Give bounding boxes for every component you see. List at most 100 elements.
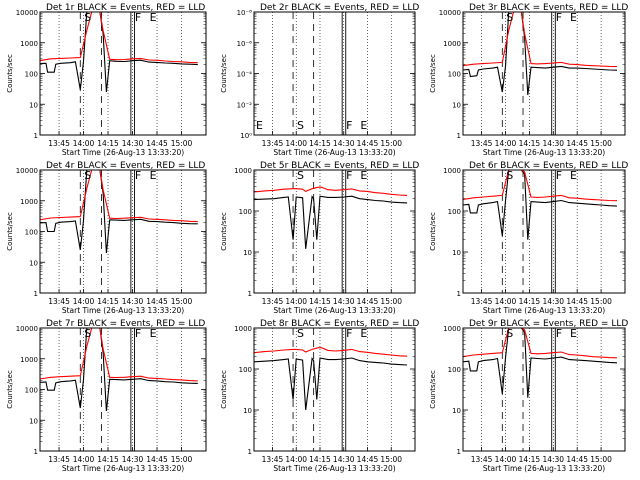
panel-det-1: Det 1r BLACK = Events, RED = LLD 1 10 100 10… (6, 3, 207, 157)
x-tick-label: 14:15 (519, 455, 541, 464)
x-tick-label: 14:00 (495, 297, 517, 306)
x-tick-label: 14:00 (285, 139, 307, 148)
y-tick-label: 1 (248, 448, 252, 456)
x-tick-label: 14:45 (566, 297, 588, 306)
series-lld-line (253, 186, 408, 196)
marker-label-f: F (556, 11, 562, 24)
x-tick-label: 14:45 (357, 139, 379, 148)
y-tick-label: 10 (452, 101, 461, 109)
marker-label-e: E (256, 119, 263, 132)
x-tick-label: 15:00 (171, 139, 193, 148)
x-tick-label: 15:00 (380, 139, 402, 148)
series-events-line (39, 11, 198, 93)
y-tick-label: 10⁰ (240, 132, 252, 140)
marker-label-s: S (84, 11, 91, 24)
panel-det-7: Det 7r BLACK = Events, RED = LLD 1 10 100 10… (6, 319, 207, 473)
y-tick-label: 100 (448, 366, 461, 374)
y-tick-label: 1000 (443, 40, 461, 48)
y-tick-label: 10⁻⁶ (237, 40, 253, 48)
marker-label-s: S (506, 327, 513, 340)
panel-title: Det 3r BLACK = Events, RED = LLD (469, 3, 628, 13)
y-tick-label: 100 (448, 208, 461, 216)
x-tick-label: 14:15 (97, 455, 119, 464)
x-tick-label: 13:45 (471, 139, 493, 148)
panel-title: Det 7r BLACK = Events, RED = LLD (46, 319, 205, 329)
x-tick-label: 14:30 (333, 139, 355, 148)
marker-label-e: E (150, 327, 157, 340)
axes-frame (253, 169, 416, 294)
y-tick-label: 100 (25, 229, 38, 237)
x-tick-label: 14:00 (495, 139, 517, 148)
x-tick-label: 15:00 (380, 455, 402, 464)
y-tick-label: 100 (239, 366, 252, 374)
marker-label-s: S (297, 119, 304, 132)
x-tick-label: 15:00 (590, 139, 612, 148)
panel-det-3: Det 3r BLACK = Events, RED = LLD 1 10 100 10… (429, 3, 628, 157)
panel-title: Det 6r BLACK = Events, RED = LLD (469, 161, 628, 171)
y-tick-label: 1000 (443, 167, 461, 175)
y-tick-label: 1000 (443, 325, 461, 333)
y-tick-label: 10 (243, 249, 252, 257)
x-tick-label: 15:00 (380, 297, 402, 306)
axes-frame (39, 327, 207, 452)
series-lld-line (462, 169, 618, 202)
x-tick-label: 14:30 (542, 139, 564, 148)
x-tick-label: 14:00 (73, 297, 95, 306)
x-tick-label: 14:45 (566, 139, 588, 148)
marker-label-s: S (297, 327, 304, 340)
series-lld-line (462, 11, 618, 68)
y-tick-label: 1 (457, 290, 461, 298)
x-tick-label: 14:30 (542, 297, 564, 306)
marker-label-s: S (84, 169, 91, 182)
x-axis-label: Start Time (26-Aug-13 13:33:20) (62, 306, 184, 315)
axes-frame (462, 11, 626, 136)
series-lld-line (462, 327, 618, 359)
y-axis-label: Counts/sec (220, 370, 228, 409)
panel-det-4: Det 4r BLACK = Events, RED = LLD 1 10 100 10… (6, 161, 207, 315)
x-tick-label: 13:45 (262, 297, 284, 306)
x-tick-label: 15:00 (590, 297, 612, 306)
y-tick-label: 10000 (16, 9, 38, 17)
y-tick-label: 100 (25, 387, 38, 395)
marker-label-f: F (135, 11, 141, 24)
x-tick-label: 13:45 (48, 139, 70, 148)
x-tick-label: 14:30 (542, 455, 564, 464)
panel-title: Det 1r BLACK = Events, RED = LLD (46, 3, 205, 13)
y-axis-label: Counts/sec (429, 212, 437, 251)
x-tick-label: 13:45 (471, 297, 493, 306)
panel-det-8: Det 8r BLACK = Events, RED = LLD 1 10 100 10… (220, 319, 419, 473)
y-axis-label: Counts/sec (6, 212, 14, 251)
x-axis-label: Start Time (26-Aug-13 13:33:20) (483, 306, 605, 315)
y-tick-label: 10⁻² (237, 101, 253, 109)
y-tick-label: 10⁻⁸ (237, 9, 253, 17)
y-tick-label: 10 (452, 249, 461, 257)
x-tick-label: 13:45 (471, 455, 493, 464)
panel-title: Det 5r BLACK = Events, RED = LLD (260, 161, 419, 171)
axes-frame (253, 11, 416, 136)
x-tick-label: 14:30 (122, 297, 144, 306)
x-axis-label: Start Time (26-Aug-13 13:33:20) (483, 464, 605, 473)
y-axis-label: Counts/sec (6, 54, 14, 93)
panel-title: Det 9r BLACK = Events, RED = LLD (469, 319, 628, 329)
marker-label-f: F (556, 169, 562, 182)
marker-label-e: E (150, 169, 157, 182)
x-tick-label: 13:45 (48, 455, 70, 464)
panel-det-5: Det 5r BLACK = Events, RED = LLD 1 10 100 10… (220, 161, 419, 315)
marker-label-e: E (570, 169, 577, 182)
y-tick-label: 1 (34, 448, 38, 456)
series-lld-line (39, 11, 198, 64)
x-tick-label: 14:30 (333, 297, 355, 306)
x-tick-label: 14:00 (285, 297, 307, 306)
series-lld-line (39, 169, 198, 223)
x-tick-label: 14:00 (495, 455, 517, 464)
axes-frame (462, 327, 626, 452)
y-tick-label: 10000 (439, 9, 461, 17)
x-axis-label: Start Time (26-Aug-13 13:33:20) (273, 464, 395, 473)
x-tick-label: 14:15 (309, 297, 331, 306)
x-tick-label: 14:15 (309, 455, 331, 464)
y-tick-label: 10 (29, 259, 38, 267)
marker-label-s: S (506, 169, 513, 182)
x-tick-label: 14:30 (122, 139, 144, 148)
panel-det-9: Det 9r BLACK = Events, RED = LLD 1 10 100 10… (429, 319, 628, 473)
